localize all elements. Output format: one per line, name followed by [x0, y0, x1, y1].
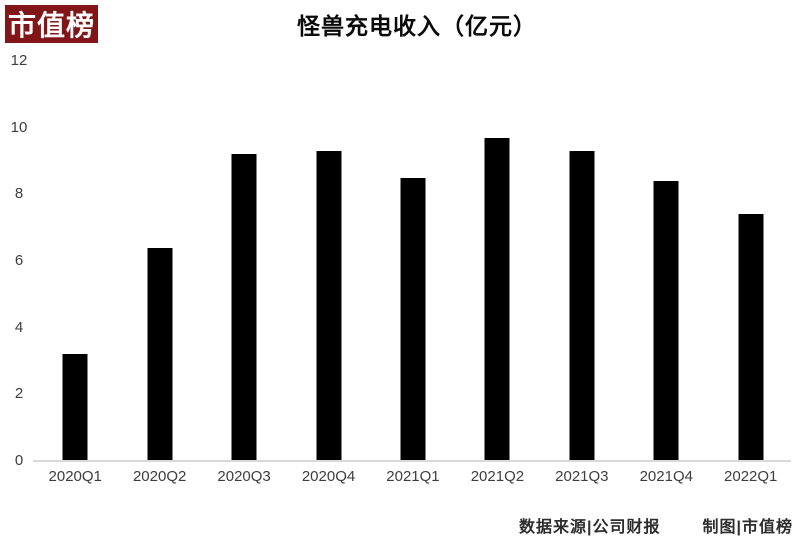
- x-axis-tick-label: 2021Q4: [639, 468, 693, 485]
- chart-credit-label: 制图|市值榜: [702, 519, 793, 536]
- x-axis-line: [33, 460, 791, 462]
- x-axis-tick-label: 2020Q4: [301, 468, 356, 485]
- y-axis: 0 2 4 6 8 10 12: [4, 0, 34, 542]
- y-axis-tick-label: 8: [14, 185, 24, 203]
- bar-slot: [33, 61, 117, 461]
- bar-slot: [455, 61, 539, 461]
- x-axis: 2020Q1 2020Q2 2020Q3 2020Q4 2021Q1 2021Q2 2021…: [33, 468, 793, 485]
- bar-slot: [709, 61, 793, 461]
- y-axis-tick-label: 4: [14, 318, 24, 336]
- x-axis-tick-label: 2020Q3: [217, 468, 271, 485]
- bar-2020q4: [316, 151, 342, 461]
- bar-2021q2: [484, 137, 510, 461]
- chart-footer: 数据来源|公司财报 制图|市值榜: [519, 513, 793, 537]
- bar-slot: [540, 61, 624, 461]
- bar-2021q3: [569, 151, 595, 461]
- x-axis-tick-label: 2021Q3: [555, 468, 609, 485]
- bar-slot: [117, 61, 201, 461]
- bar-slot: [202, 61, 286, 461]
- site-logo: 市值榜: [5, 5, 98, 43]
- y-axis-tick-label: 0: [14, 452, 24, 469]
- bar-2022q1: [738, 214, 764, 461]
- bar-2021q1: [400, 177, 426, 461]
- x-axis-tick-label: 2021Q2: [470, 468, 525, 485]
- bar-slot: [371, 61, 455, 461]
- y-axis-tick-label: 12: [10, 52, 28, 69]
- y-axis-tick-label: 10: [10, 118, 28, 136]
- bar-2020q2: [147, 247, 173, 461]
- bar-2021q4: [653, 181, 679, 461]
- plot-area: [33, 61, 793, 461]
- bar-slot: [286, 61, 370, 461]
- y-axis-tick-label: 6: [14, 252, 24, 269]
- bar-2020q1: [62, 354, 88, 461]
- x-axis-tick-label: 2022Q1: [724, 468, 778, 485]
- x-axis-tick-label: 2021Q1: [386, 468, 440, 485]
- y-axis-tick-label: 2: [14, 385, 24, 403]
- bar-slot: [624, 61, 708, 461]
- bar-2020q3: [231, 154, 257, 461]
- x-axis-tick-label: 2020Q2: [132, 468, 187, 485]
- chart-title: 怪兽充电收入（亿元）: [297, 13, 537, 39]
- data-source-label: 数据来源|公司财报: [519, 519, 661, 536]
- x-axis-tick-label: 2020Q1: [48, 468, 102, 485]
